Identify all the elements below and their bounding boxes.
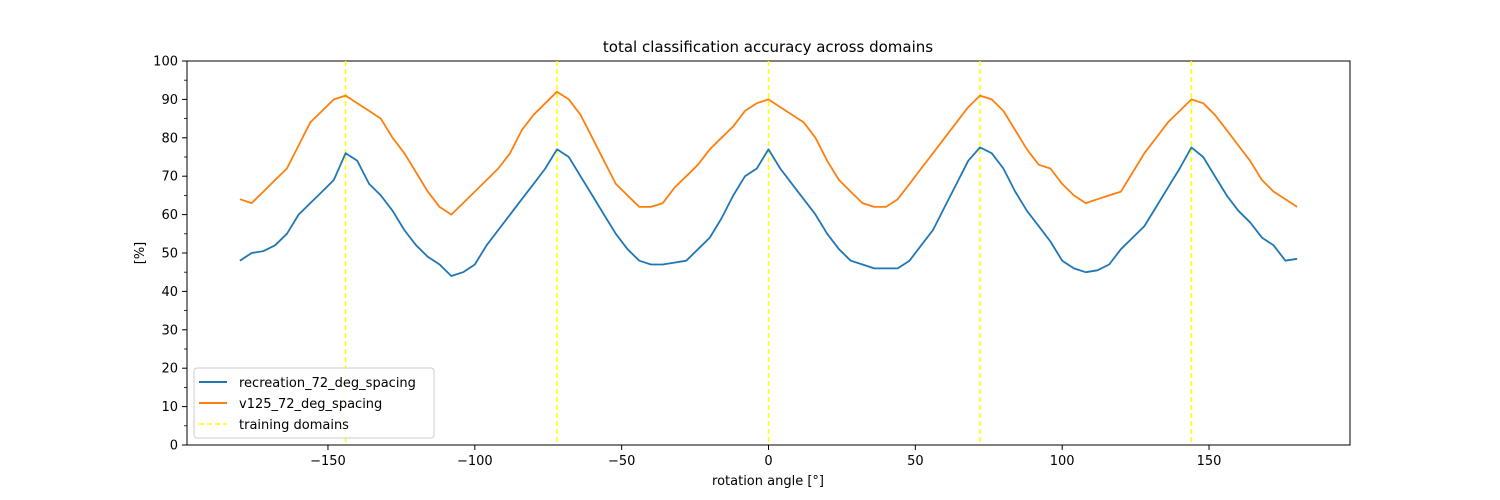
y-axis-label: [%]: [133, 242, 148, 265]
series-lines: [239, 90, 1298, 277]
training-domain-lines: [344, 61, 1193, 445]
y-axis-ticks: 0 10 20 30 40 50 60 70 80 90 100: [153, 55, 187, 454]
legend-label-v125: v125_72_deg_spacing: [239, 397, 382, 412]
y-tick-label: 40: [161, 285, 178, 300]
y-tick-label: 80: [161, 131, 178, 146]
x-tick-label: −150: [310, 454, 346, 469]
y-tick-label: 100: [153, 55, 178, 70]
legend-label-recreation: recreation_72_deg_spacing: [239, 376, 416, 391]
plot-area: −150 −100 −50 0 50 100 150 0 10 20 30 40 50 60 70 80 90…: [153, 55, 1351, 469]
y-tick-label: 70: [161, 170, 178, 185]
x-axis-label: rotation angle [°]: [712, 474, 824, 489]
y-tick-label: 10: [161, 400, 178, 415]
y-tick-label: 90: [161, 93, 178, 108]
series-line-recreation: [239, 146, 1298, 277]
y-tick-label: 60: [161, 208, 178, 223]
x-axis-ticks: −150 −100 −50 0 50 100 150: [310, 445, 1221, 469]
x-tick-label: −50: [608, 454, 635, 469]
x-tick-label: 150: [1197, 454, 1222, 469]
x-tick-label: −100: [457, 454, 493, 469]
y-tick-label: 30: [161, 323, 178, 338]
y-tick-label: 50: [161, 247, 178, 262]
x-tick-label: 50: [907, 454, 924, 469]
series-line-v125: [239, 90, 1298, 216]
x-tick-label: 100: [1050, 454, 1075, 469]
legend: recreation_72_deg_spacing v125_72_deg_sp…: [193, 367, 435, 439]
legend-label-training-domains: training domains: [239, 418, 349, 433]
legend-box: [193, 367, 435, 439]
chart-title: total classification accuracy across dom…: [603, 38, 933, 56]
x-tick-label: 0: [764, 454, 772, 469]
y-tick-label: 20: [161, 362, 178, 377]
y-tick-label: 0: [170, 439, 178, 454]
